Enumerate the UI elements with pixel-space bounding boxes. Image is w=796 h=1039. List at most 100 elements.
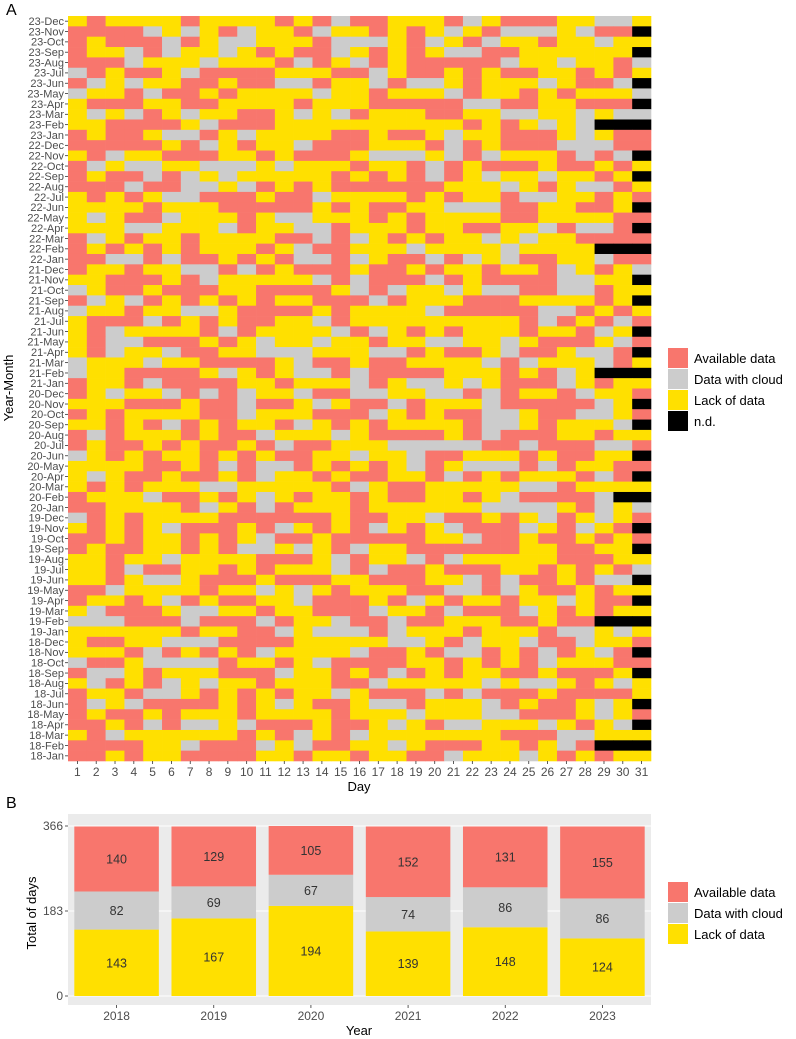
heatmap-cell — [575, 181, 595, 193]
heatmap-cell — [86, 523, 106, 534]
heatmap-cell — [68, 326, 88, 338]
bar-segment — [560, 898, 645, 939]
heatmap-cell — [312, 264, 332, 275]
heatmap-cell — [519, 574, 539, 586]
heatmap-cell — [274, 78, 294, 89]
heatmap-cell — [387, 440, 407, 451]
heatmap-cell — [86, 698, 106, 710]
heatmap-cell — [256, 222, 276, 234]
heatmap-cell — [594, 471, 614, 482]
heatmap-cell — [350, 450, 370, 462]
heatmap-cell — [180, 171, 200, 182]
heatmap-cell — [519, 16, 539, 27]
heatmap-cell — [105, 36, 125, 48]
heatmap-cell — [86, 616, 106, 627]
heatmap-cell — [218, 667, 238, 679]
heatmap-cell — [199, 719, 219, 731]
heatmap-cell — [68, 316, 88, 327]
heatmap-cell — [68, 450, 88, 462]
heatmap-cell — [218, 326, 238, 338]
heatmap-cell — [556, 295, 577, 307]
heatmap-cell — [538, 667, 558, 679]
heatmap-cell — [462, 543, 483, 555]
heatmap-cell — [462, 67, 483, 79]
heatmap-y-tick-label: 19-Jan — [30, 626, 64, 638]
heatmap-cell — [444, 636, 464, 648]
heatmap-cell — [632, 626, 652, 638]
heatmap-cell — [162, 460, 182, 472]
heatmap-x-tick-label: 27 — [560, 765, 574, 779]
heatmap-cell — [86, 419, 106, 431]
heatmap-cell — [632, 481, 652, 493]
heatmap-cell — [124, 636, 144, 648]
heatmap-cell — [86, 67, 106, 79]
heatmap-cell — [613, 440, 633, 451]
heatmap-cell — [256, 388, 276, 400]
heatmap-cell — [481, 533, 501, 545]
heatmap-cell — [556, 316, 577, 327]
heatmap-cell — [425, 564, 445, 576]
heatmap-cell — [199, 98, 219, 110]
heatmap-cell — [218, 150, 238, 162]
heatmap-cell — [218, 574, 238, 586]
heatmap-cell — [293, 191, 313, 203]
heatmap-cell — [237, 26, 257, 37]
heatmap-cell — [368, 119, 389, 131]
heatmap-cell — [613, 140, 633, 151]
heatmap-cell — [350, 481, 370, 493]
heatmap-cell — [519, 67, 539, 79]
heatmap-cell — [331, 595, 351, 607]
heatmap-cell — [462, 202, 483, 213]
heatmap-cell — [632, 729, 652, 741]
heatmap-cell — [143, 233, 163, 244]
heatmap-cell — [218, 419, 238, 431]
heatmap-cell — [199, 657, 219, 669]
heatmap-cell — [556, 16, 577, 27]
heatmap-cell — [68, 554, 88, 565]
heatmap-cell — [425, 533, 445, 545]
heatmap-cell — [406, 357, 426, 369]
heatmap-cell — [331, 347, 351, 358]
heatmap-cell — [613, 47, 633, 58]
heatmap-cell — [162, 698, 182, 710]
heatmap-cell — [368, 626, 389, 638]
heatmap-cell — [632, 419, 652, 431]
heatmap-cell — [406, 502, 426, 513]
heatmap-cell — [444, 450, 464, 462]
heatmap-cell — [575, 657, 595, 669]
heatmap-cell — [538, 729, 558, 741]
heatmap-cell — [124, 750, 144, 762]
heatmap-cell — [556, 605, 577, 617]
heatmap-cell — [613, 595, 633, 607]
heatmap-cell — [68, 233, 88, 244]
heatmap-cell — [368, 233, 389, 244]
heatmap-cell — [481, 450, 501, 462]
heatmap-cell — [180, 26, 200, 37]
heatmap-cell — [425, 305, 445, 317]
heatmap-cell — [519, 460, 539, 472]
heatmap-cell — [237, 109, 257, 120]
heatmap-y-tick-label: 20-May — [27, 461, 64, 473]
heatmap-cell — [312, 129, 332, 141]
heatmap-cell — [274, 678, 294, 689]
heatmap-cell — [632, 78, 652, 89]
heatmap-cell — [312, 47, 332, 58]
heatmap-cell — [68, 181, 88, 193]
heatmap-cell — [444, 326, 464, 338]
heatmap-cell — [575, 378, 595, 389]
heatmap-x-tick-label: 4 — [130, 765, 137, 779]
heatmap-cell — [124, 305, 144, 317]
heatmap-cell — [500, 16, 520, 27]
heatmap-cell — [105, 67, 125, 79]
heatmap-cell — [180, 316, 200, 327]
heatmap-x-tick-label: 22 — [466, 765, 480, 779]
heatmap-cell — [180, 409, 200, 420]
heatmap-cell — [218, 647, 238, 658]
heatmap-cell — [199, 698, 219, 710]
heatmap-cell — [462, 657, 483, 669]
heatmap-cell — [237, 264, 257, 275]
heatmap-cell — [500, 605, 520, 617]
heatmap-cell — [274, 171, 294, 182]
heatmap-cell — [293, 388, 313, 400]
heatmap-cell — [368, 264, 389, 275]
